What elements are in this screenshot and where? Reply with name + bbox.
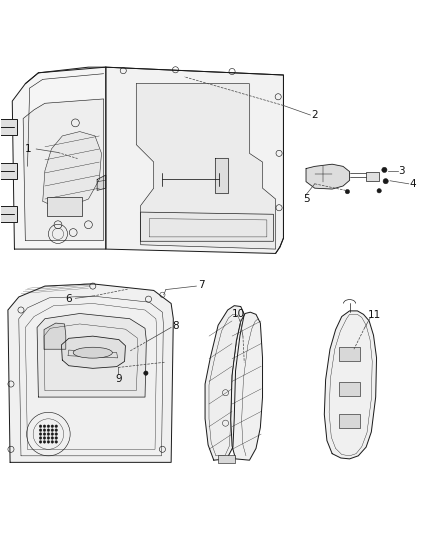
- Circle shape: [43, 441, 46, 443]
- Polygon shape: [324, 311, 377, 459]
- FancyBboxPatch shape: [0, 163, 17, 179]
- Polygon shape: [8, 284, 173, 462]
- FancyBboxPatch shape: [47, 197, 82, 216]
- Circle shape: [39, 425, 42, 427]
- Text: 4: 4: [410, 179, 416, 189]
- Circle shape: [51, 429, 53, 431]
- Circle shape: [55, 429, 57, 431]
- Polygon shape: [97, 175, 106, 190]
- Text: 1: 1: [25, 144, 32, 154]
- Circle shape: [51, 425, 53, 427]
- Polygon shape: [136, 84, 276, 249]
- Text: 2: 2: [311, 110, 318, 120]
- Polygon shape: [215, 158, 228, 192]
- Circle shape: [43, 425, 46, 427]
- Polygon shape: [12, 67, 106, 249]
- FancyBboxPatch shape: [0, 206, 17, 222]
- FancyBboxPatch shape: [218, 455, 235, 463]
- FancyBboxPatch shape: [339, 347, 360, 361]
- Circle shape: [39, 433, 42, 435]
- Polygon shape: [43, 132, 102, 206]
- FancyBboxPatch shape: [0, 119, 17, 135]
- Polygon shape: [106, 67, 283, 254]
- Polygon shape: [37, 313, 146, 397]
- Text: 7: 7: [198, 280, 205, 290]
- Text: 9: 9: [116, 374, 122, 384]
- Circle shape: [55, 441, 57, 443]
- FancyBboxPatch shape: [366, 172, 379, 181]
- FancyBboxPatch shape: [339, 382, 360, 396]
- Polygon shape: [44, 323, 66, 349]
- Circle shape: [51, 437, 53, 439]
- Polygon shape: [141, 212, 273, 241]
- Polygon shape: [306, 164, 350, 189]
- Circle shape: [382, 167, 387, 173]
- Circle shape: [51, 433, 53, 435]
- Text: 5: 5: [303, 194, 309, 204]
- Circle shape: [43, 437, 46, 439]
- Circle shape: [55, 433, 57, 435]
- Circle shape: [43, 433, 46, 435]
- Ellipse shape: [73, 347, 113, 358]
- Text: 11: 11: [368, 310, 381, 320]
- Circle shape: [47, 433, 49, 435]
- Text: 6: 6: [66, 294, 72, 304]
- Circle shape: [377, 189, 381, 193]
- Circle shape: [144, 371, 148, 375]
- Circle shape: [39, 429, 42, 431]
- Circle shape: [43, 429, 46, 431]
- Circle shape: [51, 441, 53, 443]
- Polygon shape: [205, 305, 244, 460]
- Polygon shape: [231, 312, 262, 460]
- Circle shape: [47, 441, 49, 443]
- Text: 3: 3: [399, 166, 405, 176]
- Circle shape: [383, 179, 389, 184]
- Circle shape: [47, 425, 49, 427]
- Circle shape: [39, 441, 42, 443]
- Circle shape: [55, 425, 57, 427]
- Circle shape: [55, 437, 57, 439]
- FancyBboxPatch shape: [339, 415, 360, 429]
- Circle shape: [47, 429, 49, 431]
- Text: 10: 10: [232, 309, 245, 319]
- Circle shape: [47, 437, 49, 439]
- Polygon shape: [61, 336, 125, 368]
- Circle shape: [39, 437, 42, 439]
- Text: 8: 8: [172, 321, 179, 331]
- Circle shape: [345, 189, 350, 194]
- Polygon shape: [23, 99, 104, 240]
